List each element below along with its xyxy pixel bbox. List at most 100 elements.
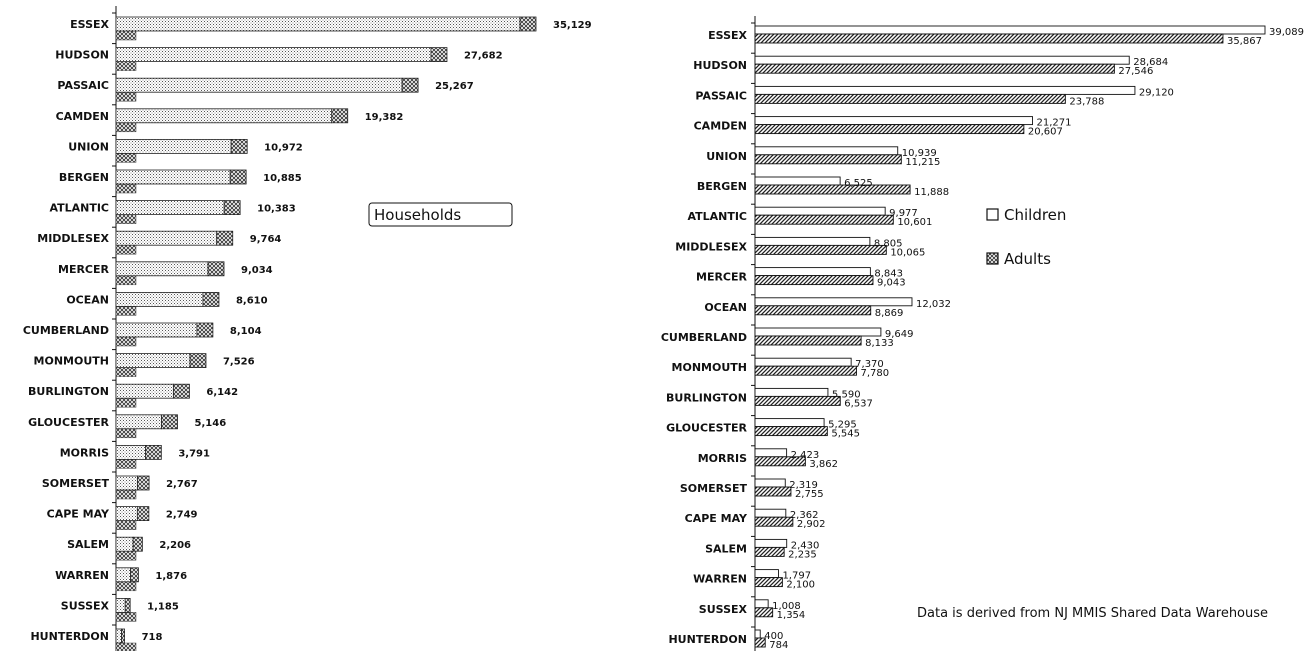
adults-value-hudson: 27,546: [1118, 66, 1153, 77]
category-label-somerset: SOMERSET: [42, 477, 110, 490]
gap-marker: [115, 244, 137, 255]
children-value-burlington: 5,590: [832, 389, 861, 400]
adults-bar-morris: [754, 456, 806, 467]
adults-bar-hunterdon: [754, 637, 766, 648]
gap-marker: [115, 183, 137, 194]
adults-bar-warren: [754, 577, 783, 588]
category-label-mercer: MERCER: [696, 271, 748, 284]
gap-marker: [115, 612, 137, 622]
adults-value-cumberland: 8,133: [865, 338, 894, 349]
gap-marker: [115, 122, 137, 133]
adults-value-passaic: 23,788: [1069, 96, 1104, 107]
children-bar-hudson: [754, 55, 1130, 65]
children-bar-gloucester: [754, 418, 825, 428]
bar-cap-passaic: [401, 77, 419, 93]
adults-value-atlantic: 10,601: [897, 217, 932, 228]
category-label-passaic: PASSAIC: [695, 89, 747, 102]
bar-cap-morris: [145, 444, 162, 460]
children-bar-morris: [754, 448, 788, 458]
children-bar-cape-may: [754, 508, 787, 518]
gap-marker: [115, 336, 137, 347]
category-label-hudson: HUDSON: [55, 49, 109, 62]
value-label-union: 10,972: [264, 142, 303, 153]
adults-bar-bergen: [754, 184, 911, 195]
adults-bar-passaic: [754, 93, 1066, 104]
category-label-essex: ESSEX: [70, 18, 109, 31]
gap-marker: [115, 581, 137, 592]
value-label-passaic: 25,267: [435, 81, 474, 92]
category-label-bergen: BERGEN: [697, 180, 747, 193]
category-label-hudson: HUDSON: [693, 59, 747, 72]
adults-bar-salem: [754, 546, 785, 557]
category-label-morris: MORRIS: [60, 446, 109, 459]
category-label-atlantic: ATLANTIC: [687, 210, 747, 223]
children-value-camden: 21,271: [1037, 118, 1072, 129]
adults-value-warren: 2,100: [786, 580, 815, 591]
children-bar-warren: [754, 569, 779, 579]
children-value-sussex: 1,008: [772, 601, 801, 612]
children-value-hudson: 28,684: [1133, 57, 1168, 68]
adults-value-mercer: 9,043: [877, 278, 906, 289]
legend-label-children: Children: [1004, 206, 1066, 224]
gap-marker: [115, 459, 137, 469]
gap-marker: [115, 367, 137, 377]
children-bar-cumberland: [754, 327, 882, 337]
adults-bar-cumberland: [754, 335, 862, 346]
category-label-salem: SALEM: [705, 542, 747, 555]
adults-bar-gloucester: [754, 426, 828, 437]
bar-hunterdon: [115, 628, 122, 644]
category-label-union: UNION: [706, 150, 747, 163]
category-label-cape-may: CAPE MAY: [685, 512, 748, 525]
children-value-mercer: 8,843: [874, 269, 903, 280]
value-label-warren: 1,876: [155, 571, 187, 582]
bar-cap-atlantic: [223, 200, 241, 216]
category-label-atlantic: ATLANTIC: [49, 202, 109, 215]
category-label-salem: SALEM: [67, 538, 109, 551]
gap-marker: [115, 428, 137, 439]
children-value-passaic: 29,120: [1139, 87, 1174, 98]
value-label-cape-may: 2,749: [166, 510, 198, 521]
children-value-somerset: 2,319: [789, 480, 818, 491]
children-bar-union: [754, 146, 899, 156]
children-value-essex: 39,089: [1269, 27, 1304, 38]
bar-somerset: [115, 475, 138, 491]
category-label-hunterdon: HUNTERDON: [668, 633, 747, 646]
adults-value-cape-may: 2,902: [797, 519, 826, 530]
bar-cap-camden: [331, 108, 349, 124]
legend-swatch-adults: [986, 252, 999, 265]
bar-warren: [115, 567, 131, 583]
adults-bar-sussex: [754, 607, 774, 618]
gap-marker: [115, 30, 137, 41]
gap-marker: [115, 550, 137, 561]
gap-marker: [115, 153, 137, 163]
bar-salem: [115, 536, 134, 552]
children-bar-monmouth: [754, 357, 852, 367]
category-label-essex: ESSEX: [708, 29, 747, 42]
bar-cape-may: [115, 506, 138, 522]
legend-swatch-children: [986, 208, 999, 221]
bar-union: [115, 138, 232, 154]
children-value-monmouth: 7,370: [855, 359, 884, 370]
bar-cap-union: [230, 138, 248, 154]
children-value-cape-may: 2,362: [790, 510, 819, 521]
bar-cap-ocean: [202, 291, 220, 307]
adults-value-hunterdon: 784: [769, 640, 788, 651]
category-label-gloucester: GLOUCESTER: [666, 422, 747, 435]
category-label-warren: WARREN: [55, 569, 109, 582]
adults-bar-union: [754, 154, 902, 165]
children-value-atlantic: 9,977: [889, 208, 918, 219]
adults-bar-camden: [754, 124, 1025, 135]
bar-gloucester: [115, 414, 162, 430]
value-label-hudson: 27,682: [464, 51, 503, 62]
children-bar-middlesex: [754, 236, 871, 246]
category-label-bergen: BERGEN: [59, 171, 109, 184]
bar-cap-warren: [130, 567, 139, 583]
category-label-mercer: MERCER: [58, 263, 110, 276]
bar-essex: [115, 16, 521, 32]
bar-cap-somerset: [137, 475, 150, 491]
adults-value-burlington: 6,537: [844, 398, 873, 409]
adults-value-salem: 2,235: [788, 549, 817, 560]
children-bar-ocean: [754, 297, 913, 307]
category-label-warren: WARREN: [693, 573, 747, 586]
